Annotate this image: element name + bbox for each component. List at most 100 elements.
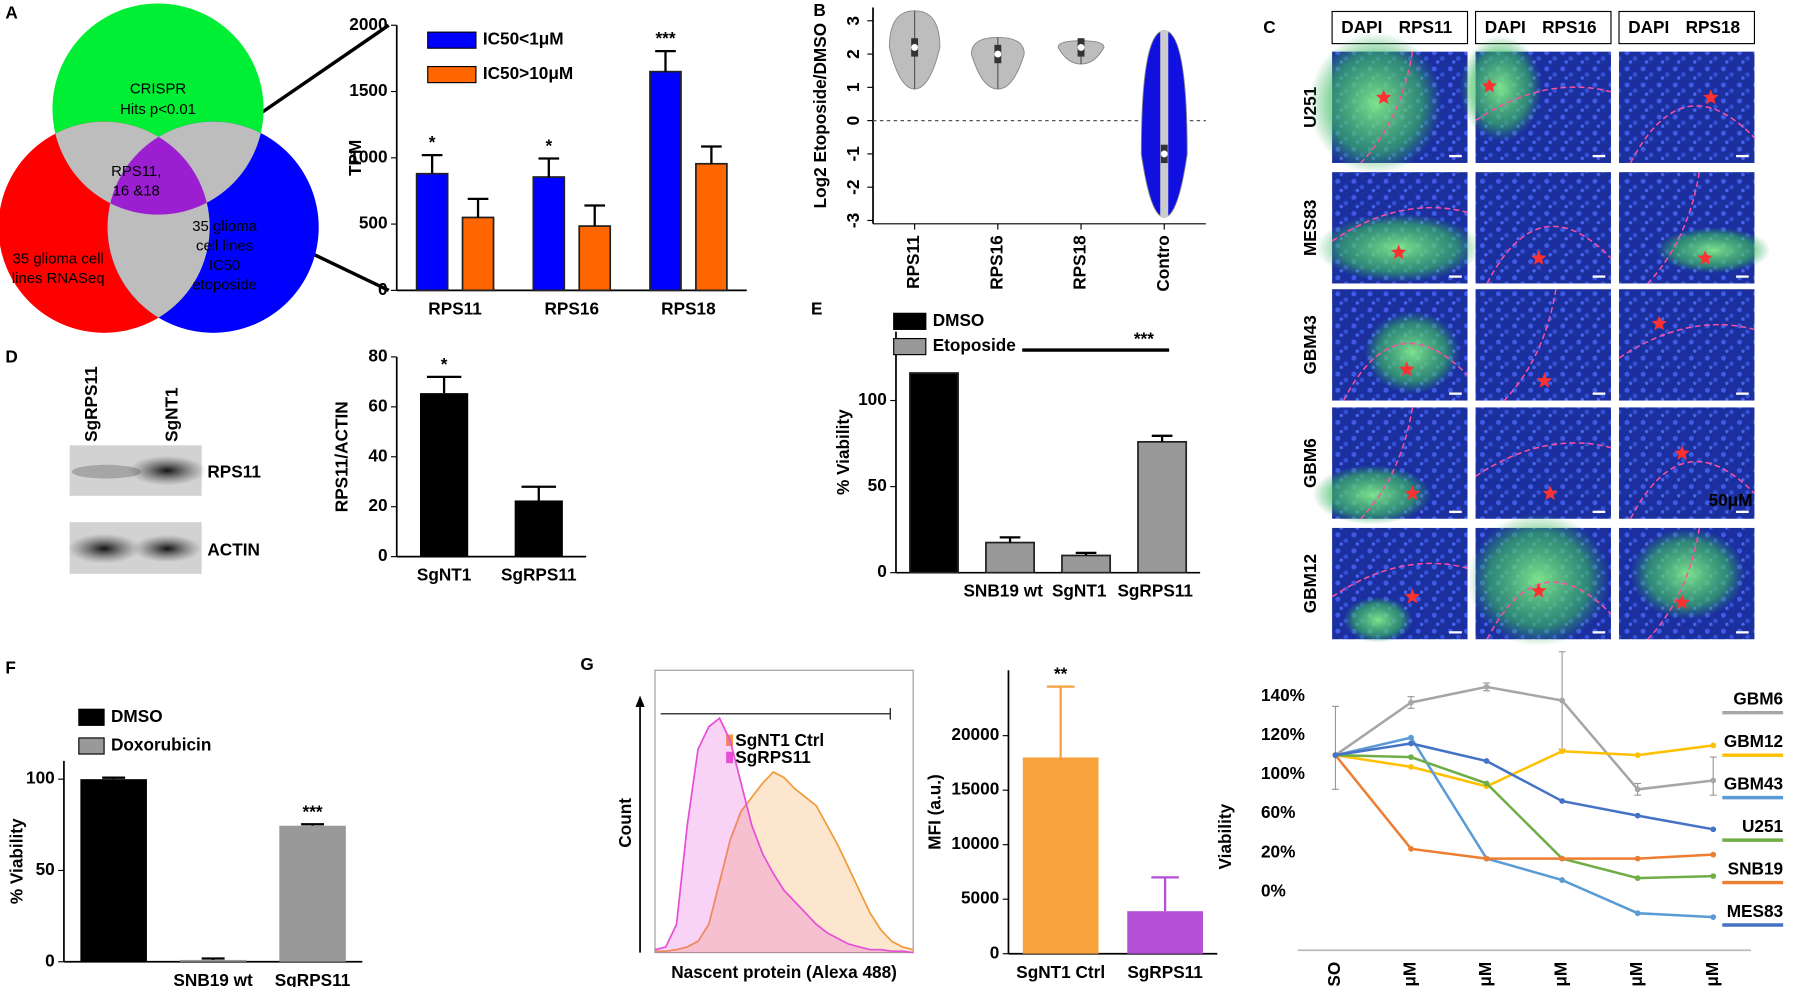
- y-axis-label: % Viability: [833, 409, 853, 495]
- bar: [1061, 554, 1112, 574]
- y-tick-label: 40: [368, 445, 387, 465]
- x-tick-label: Contro: [1153, 235, 1173, 291]
- y-tick-label: 2000: [349, 14, 387, 34]
- boundary: [1475, 86, 1612, 122]
- point: [1634, 786, 1641, 793]
- y-tick-label: 20%: [1261, 841, 1295, 861]
- y-tick-label: 80: [368, 345, 387, 365]
- point: [1710, 873, 1717, 880]
- x-tick-label: RPS11: [903, 235, 923, 289]
- row-label: GBM6: [1300, 438, 1320, 488]
- marker-star: [1530, 250, 1547, 265]
- bar: [578, 225, 612, 292]
- band-label: RPS11: [207, 461, 261, 481]
- y-tick-label: 2: [843, 49, 863, 59]
- y-tick-label: 0: [378, 545, 388, 565]
- boundary: [1331, 206, 1468, 242]
- y-tick-label: 20: [368, 495, 387, 515]
- x-tick-label: RPS16: [986, 235, 1006, 290]
- bar: [909, 372, 959, 574]
- green-stain: [1309, 32, 1443, 175]
- y-tick-label: -3: [843, 213, 863, 228]
- band-label: ACTIN: [207, 539, 260, 559]
- marker-star: [1390, 244, 1407, 260]
- point: [1634, 752, 1641, 759]
- significance: *: [429, 132, 436, 152]
- panel-label: C: [1263, 17, 1275, 37]
- point: [1634, 812, 1641, 819]
- legend-label: SgRPS11: [735, 747, 811, 767]
- y-tick-label: 50: [868, 475, 887, 495]
- stain-label: DAPI: [1628, 17, 1669, 37]
- point: [1710, 742, 1717, 749]
- point: [1710, 914, 1717, 920]
- y-axis-label: % Viability: [7, 818, 27, 904]
- legend-label: MES83: [1727, 901, 1783, 921]
- blot-band: [71, 464, 141, 479]
- bar: [80, 779, 147, 962]
- legend-label: Doxorubicin: [111, 735, 211, 755]
- y-axis-label: Viability: [1215, 803, 1235, 869]
- legend-label: Etoposide: [933, 335, 1016, 355]
- y-tick-label: 3: [843, 16, 863, 26]
- boundary: [1503, 289, 1557, 402]
- bar: [1022, 757, 1099, 954]
- point: [1634, 910, 1641, 917]
- point: [1710, 851, 1717, 858]
- y-tick-label: 20000: [951, 724, 999, 744]
- series-line: [1335, 744, 1714, 788]
- legend-label: DMSO: [111, 706, 163, 726]
- y-tick-label: 60: [368, 395, 387, 415]
- row-label: GBM12: [1300, 554, 1320, 613]
- legend-swatch: [893, 312, 927, 330]
- point: [1634, 875, 1641, 881]
- marker-star: [1674, 594, 1690, 610]
- panel-label: F: [5, 658, 16, 678]
- legend-label: IC50>10μM: [483, 63, 573, 83]
- x-tick-label: SgRPS11: [1117, 581, 1193, 601]
- boundary: [1618, 324, 1755, 359]
- y-tick-label: 0: [843, 116, 863, 126]
- y-tick-label: 1500: [349, 80, 387, 100]
- point: [1634, 855, 1641, 862]
- panel-label: B: [813, 0, 825, 20]
- significance: ***: [655, 28, 675, 48]
- marker-star: [1530, 583, 1547, 598]
- venn-label: cell lines: [196, 239, 253, 255]
- x-axis-label: Nascent protein (Alexa 488): [671, 962, 897, 982]
- boundary: [1647, 172, 1701, 284]
- series-line: [1334, 754, 1714, 860]
- x-tick-label: 2μM: [1400, 962, 1420, 987]
- marker-star: [1481, 78, 1498, 93]
- point: [1408, 764, 1414, 770]
- marker-star: [1399, 361, 1415, 377]
- y-tick-label: 5000: [961, 888, 999, 908]
- point: [1408, 845, 1414, 852]
- bar: [514, 500, 563, 557]
- marker-star: [1536, 372, 1553, 388]
- point: [1559, 798, 1565, 804]
- violin-median: [994, 50, 1002, 58]
- y-axis-label: TPM: [345, 140, 365, 176]
- scale-label: 50μM: [1709, 490, 1753, 510]
- x-tick-label: 40μM: [1702, 962, 1722, 987]
- violin-median: [911, 43, 919, 51]
- panel-label: D: [5, 347, 17, 367]
- x-tick-label: SgRPS11: [501, 565, 577, 585]
- legend-swatch: [726, 751, 734, 764]
- x-tick-label: RPS18: [661, 298, 716, 318]
- y-tick-label: 100: [26, 768, 55, 788]
- y-tick-label: 0: [378, 279, 388, 299]
- legend-swatch: [427, 31, 477, 49]
- panel-label: E: [811, 298, 822, 318]
- y-tick-label: 0: [877, 561, 887, 581]
- green-stain: [1312, 464, 1432, 525]
- y-tick-label: 120%: [1261, 724, 1305, 744]
- green-stain: [1655, 227, 1771, 274]
- significance: ***: [303, 801, 323, 821]
- y-tick-label: 1000: [349, 146, 387, 166]
- stain-header: [1618, 10, 1756, 45]
- y-tick-label: -2: [843, 180, 863, 195]
